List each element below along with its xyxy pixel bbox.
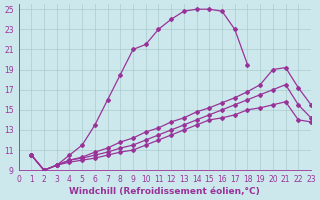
X-axis label: Windchill (Refroidissement éolien,°C): Windchill (Refroidissement éolien,°C) [69,187,260,196]
